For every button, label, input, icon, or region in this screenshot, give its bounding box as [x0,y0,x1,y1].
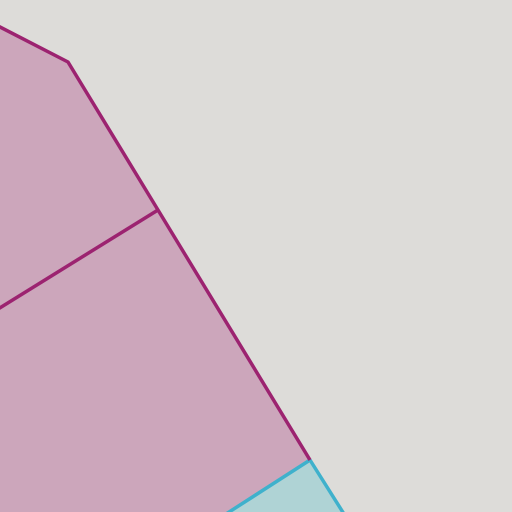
region-magenta-north[interactable] [0,26,158,309]
region-magenta-south[interactable] [0,210,310,512]
magenta-internal-divider [0,208,159,310]
region-teal-southeast[interactable] [228,460,344,512]
magenta-outer-boundary [0,25,312,461]
